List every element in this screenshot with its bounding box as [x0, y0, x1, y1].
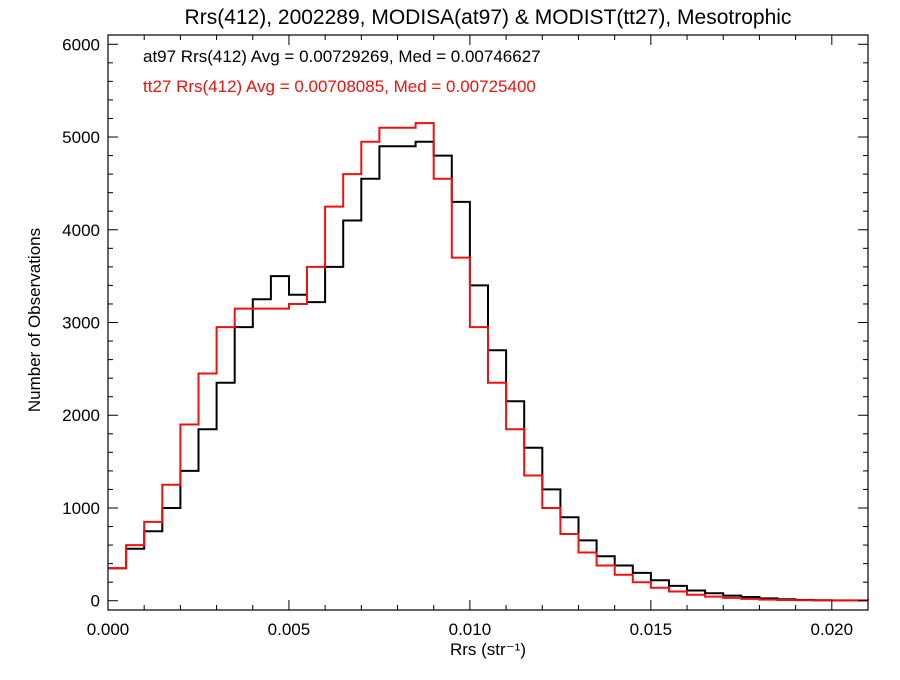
- x-tick-label: 0.020: [811, 620, 854, 639]
- y-tick-label: 0: [91, 592, 100, 611]
- x-tick-label: 0.005: [268, 620, 311, 639]
- y-tick-label: 1000: [62, 499, 100, 518]
- series-tt27-line: [108, 122, 869, 602]
- x-axis-label: Rrs (str⁻¹): [450, 640, 526, 659]
- y-tick-label: 2000: [62, 406, 100, 425]
- y-tick-label: 4000: [62, 221, 100, 240]
- y-axis-label: Number of Observations: [25, 228, 44, 412]
- stats-annotation-tt27: tt27 Rrs(412) Avg = 0.00708085, Med = 0.…: [143, 77, 536, 96]
- y-tick-label: 3000: [62, 314, 100, 333]
- y-tick-label: 6000: [62, 35, 100, 54]
- series-layer: [108, 122, 869, 602]
- x-tick-label: 0.000: [87, 620, 130, 639]
- y-tick-label: 5000: [62, 128, 100, 147]
- tick-layer: 0.000 0.005 0.010 0.015 0.020 0 1000 2000 3000 40…: [62, 35, 868, 639]
- stats-annotation-at97: at97 Rrs(412) Avg = 0.00729269, Med = 0.…: [143, 47, 541, 66]
- x-tick-label: 0.015: [630, 620, 673, 639]
- series-at97-line: [108, 140, 869, 602]
- chart-title: Rrs(412), 2002289, MODISA(at97) & MODIST…: [185, 6, 792, 29]
- x-tick-label: 0.010: [449, 620, 492, 639]
